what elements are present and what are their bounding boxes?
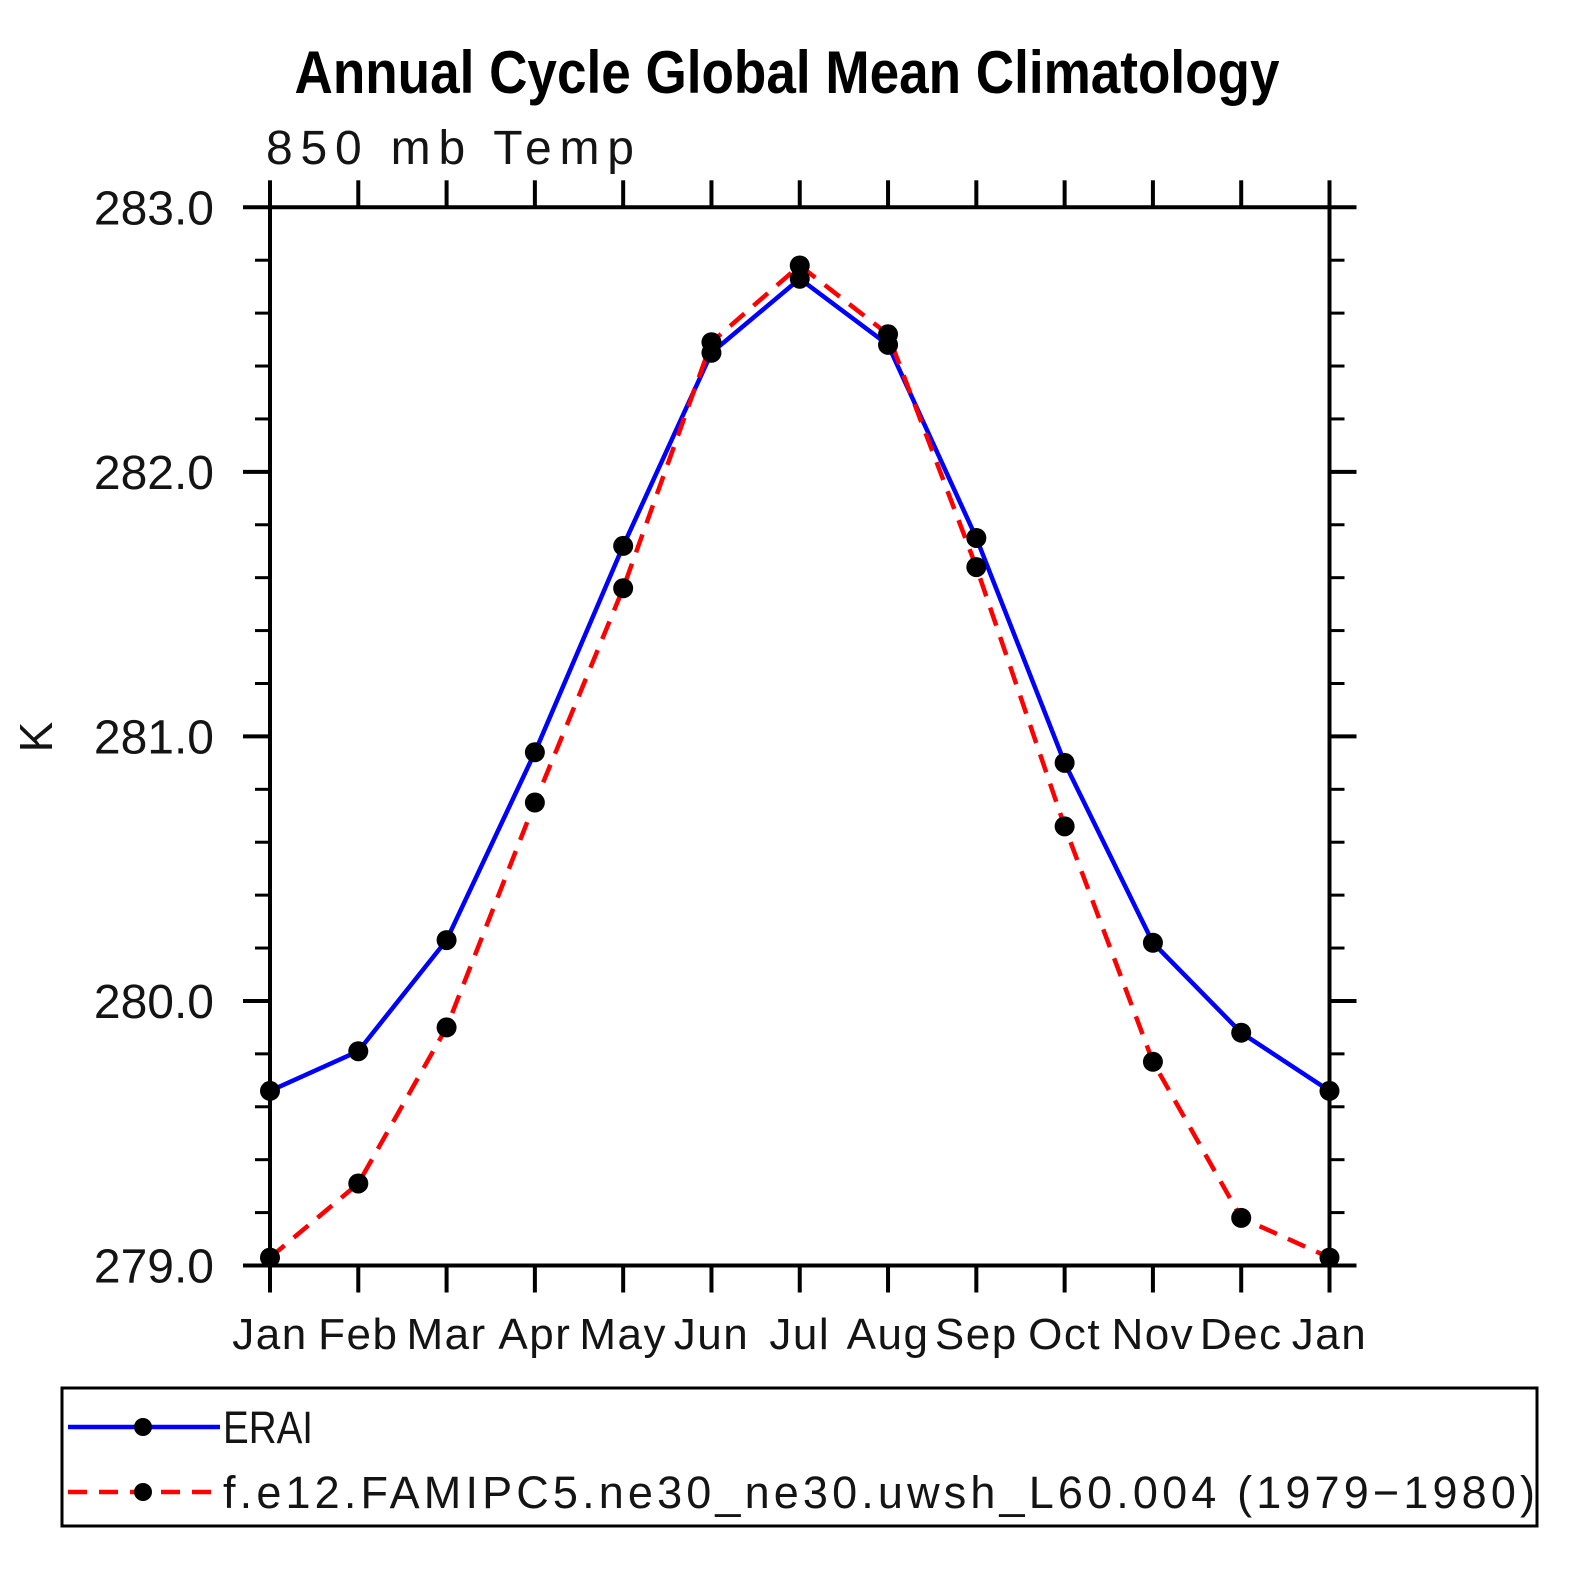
x-tick-label: Jan (1292, 1310, 1367, 1359)
x-tick-label: Aug (847, 1310, 930, 1359)
x-tick-label: Sep (935, 1310, 1018, 1359)
legend-label-model: f.e12.FAMIPC5.ne30_ne30.uwsh_L60.004 (19… (223, 1467, 1535, 1518)
data-point-dot (966, 557, 987, 578)
series-line-dashed (268, 262, 1331, 1260)
data-markers (260, 255, 1340, 1268)
x-tick-label: May (579, 1310, 667, 1359)
x-tick-label: Dec (1200, 1310, 1283, 1359)
data-point-dot (436, 1017, 457, 1038)
y-tick-label: 280.0 (94, 976, 214, 1029)
legend-marker-dot-model (134, 1483, 152, 1501)
data-point-dot (1054, 752, 1075, 773)
y-tick-label: 279.0 (94, 1241, 214, 1294)
y-tick-label: 281.0 (94, 711, 214, 764)
x-tick-label: Apr (498, 1310, 571, 1359)
x-tick-label: Nov (1112, 1310, 1195, 1359)
data-point-dot (260, 1080, 280, 1101)
data-point-dot (1319, 1080, 1340, 1101)
data-point-dot (348, 1041, 369, 1062)
y-tick-label: 283.0 (94, 182, 214, 235)
x-tick-labels: Jan Feb Mar Apr May Jun Jul Aug Sep Oct Nov Dec Jan (232, 1310, 1367, 1359)
x-tick-label: Feb (318, 1310, 398, 1359)
y-axis-unit-label: K (10, 721, 62, 752)
y-tick-label: 282.0 (94, 447, 214, 500)
data-point-dot (524, 742, 545, 763)
data-point-dot (789, 255, 810, 276)
data-point-dot (524, 792, 545, 813)
data-point-dot (613, 578, 634, 599)
axis-ticks (243, 180, 1357, 1293)
data-point-dot (1231, 1207, 1252, 1228)
data-point-dot (260, 1247, 280, 1268)
chart-title: Annual Cycle Global Mean Climatology (295, 39, 1281, 106)
x-tick-label: Jan (232, 1310, 307, 1359)
data-point-dot (1142, 1051, 1163, 1072)
plot-frame (268, 205, 1332, 1268)
legend: ERAI f.e12.FAMIPC5.ne30_ne30.uwsh_L60.00… (60, 1386, 1539, 1528)
data-point-dot (1319, 1247, 1340, 1268)
data-point-dot (1054, 816, 1075, 837)
x-tick-label: Jun (674, 1310, 749, 1359)
data-point-dot (348, 1173, 369, 1194)
x-tick-label: Oct (1028, 1310, 1101, 1359)
legend-label-erai: ERAI (223, 1402, 313, 1453)
x-tick-label: Jul (769, 1310, 830, 1359)
data-point-dot (436, 930, 457, 951)
data-point-dot (1142, 932, 1163, 953)
data-point-dot (613, 535, 634, 556)
data-point-dot (1231, 1022, 1252, 1043)
data-point-dot (701, 332, 722, 353)
data-series (268, 262, 1331, 1260)
chart-subtitle: 850 mb Temp (266, 122, 634, 175)
data-point-dot (878, 324, 899, 345)
x-tick-label: Mar (406, 1310, 486, 1359)
y-tick-labels: 283.0 282.0 281.0 280.0 279.0 (94, 182, 214, 1293)
axis-frame (268, 205, 1332, 1268)
data-point-dot (966, 527, 987, 548)
series-line-solid (269, 275, 1331, 1093)
legend-marker-dot-erai (134, 1418, 152, 1436)
legend-box (60, 1386, 1539, 1528)
